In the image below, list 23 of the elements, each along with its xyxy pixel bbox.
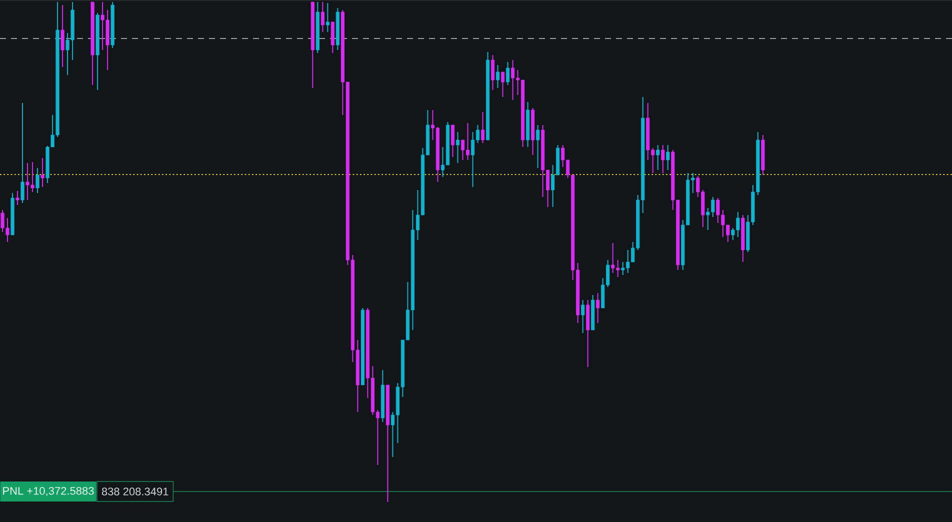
candlestick xyxy=(20,102,24,204)
candlestick xyxy=(450,124,455,158)
candlestick xyxy=(666,144,670,170)
candlestick xyxy=(40,157,44,188)
candlestick xyxy=(656,144,660,170)
candlestick xyxy=(36,167,40,194)
candlestick xyxy=(320,1,324,32)
candlestick xyxy=(330,21,334,54)
candlestick xyxy=(60,4,64,68)
candlestick xyxy=(496,64,500,88)
candlestick xyxy=(480,111,485,144)
candlestick xyxy=(490,54,495,90)
candlestick xyxy=(456,131,460,164)
candlestick xyxy=(581,299,585,334)
candlestick xyxy=(661,144,665,174)
candlestick xyxy=(506,61,510,86)
annotation: 838 208.3491 xyxy=(102,488,168,496)
annotation: PNL +10,372.5883 xyxy=(3,486,94,496)
candlestick xyxy=(596,292,600,324)
candlestick xyxy=(500,71,505,98)
candlestick xyxy=(536,124,540,168)
candlestick xyxy=(326,2,330,32)
candlestick xyxy=(16,190,20,206)
